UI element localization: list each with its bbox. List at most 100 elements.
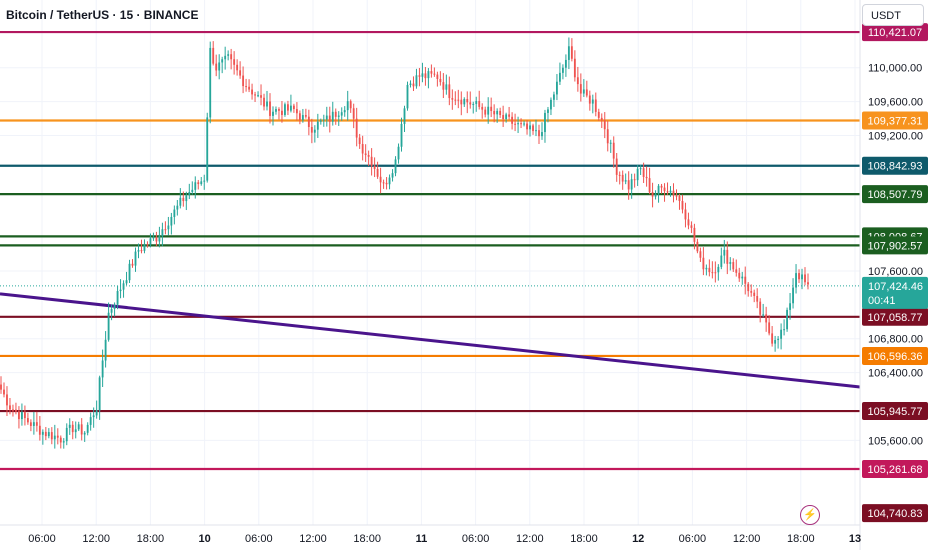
x-tick-label: 12 xyxy=(632,533,644,545)
candle xyxy=(281,100,283,123)
level-price-badge[interactable] xyxy=(862,111,928,130)
scale-price-badge[interactable] xyxy=(862,504,928,523)
candle xyxy=(9,397,11,415)
candle xyxy=(83,431,86,442)
candle xyxy=(143,239,146,254)
candle xyxy=(576,66,579,92)
currency-selector[interactable]: USDT xyxy=(862,4,924,26)
candle xyxy=(295,102,298,121)
lightning-icon[interactable]: ⚡ xyxy=(800,505,820,525)
candle xyxy=(47,428,50,439)
candle xyxy=(113,302,116,317)
candle xyxy=(558,62,561,85)
candle xyxy=(400,117,403,152)
candle xyxy=(269,93,271,124)
candle xyxy=(415,68,418,89)
candle xyxy=(451,89,454,110)
candle xyxy=(738,267,741,282)
candle xyxy=(732,258,735,272)
candle xyxy=(591,94,594,114)
candle xyxy=(783,319,786,336)
candle xyxy=(582,79,585,97)
level-price-badge[interactable] xyxy=(862,23,928,42)
candle xyxy=(251,83,253,100)
symbol-title[interactable]: Bitcoin / TetherUS · 15 · BINANCE xyxy=(6,8,199,22)
candle xyxy=(567,37,570,70)
candle xyxy=(508,106,511,120)
candle xyxy=(406,81,409,111)
candle xyxy=(29,419,32,432)
candle xyxy=(442,73,445,99)
candle xyxy=(224,46,227,70)
candle xyxy=(227,50,230,61)
candle xyxy=(433,67,436,77)
candle xyxy=(3,382,5,398)
candle xyxy=(657,184,660,203)
candle xyxy=(298,110,301,125)
candle xyxy=(221,56,224,74)
level-price-badge[interactable] xyxy=(862,236,928,255)
candle xyxy=(669,186,672,197)
candle xyxy=(275,106,277,115)
x-tick-label: 06:00 xyxy=(28,533,56,545)
candle xyxy=(561,64,564,80)
candle xyxy=(364,144,367,162)
candle xyxy=(418,67,421,87)
candle xyxy=(603,112,606,139)
candle xyxy=(194,176,197,199)
level-price-badge[interactable] xyxy=(862,185,928,204)
scale-price-label: 104,740.83 xyxy=(867,508,922,520)
candle xyxy=(544,109,546,143)
candle xyxy=(678,193,681,210)
level-price-badge[interactable] xyxy=(862,156,928,175)
candle xyxy=(89,412,92,431)
candle xyxy=(289,94,292,113)
candle xyxy=(439,71,442,86)
candle xyxy=(460,91,463,116)
candle xyxy=(651,182,654,208)
candle xyxy=(774,335,777,352)
candle xyxy=(170,212,173,235)
level-price-badge[interactable] xyxy=(862,307,928,326)
candle xyxy=(741,271,744,285)
x-tick-label: 18:00 xyxy=(570,533,598,545)
level-price-badge[interactable] xyxy=(862,459,928,478)
candle xyxy=(798,269,800,284)
candle xyxy=(744,266,747,295)
candle xyxy=(585,80,588,98)
level-price-badge[interactable] xyxy=(862,346,928,365)
candle xyxy=(445,74,448,95)
candle xyxy=(287,100,289,116)
candle xyxy=(654,190,657,200)
x-tick-label: 12:00 xyxy=(299,533,327,545)
candle xyxy=(424,67,427,86)
candle xyxy=(310,118,313,144)
candle xyxy=(564,54,567,77)
candle xyxy=(161,222,164,247)
price-scale[interactable] xyxy=(860,0,932,550)
candle xyxy=(529,121,531,137)
candle xyxy=(690,221,693,234)
candle xyxy=(188,183,191,200)
candle xyxy=(496,108,499,123)
candle xyxy=(122,280,125,298)
candle xyxy=(777,336,780,349)
level-price-badge[interactable] xyxy=(862,402,928,421)
candle xyxy=(660,183,663,194)
candle xyxy=(645,166,648,187)
y-tick-label: 107,600.00 xyxy=(868,266,923,278)
candle xyxy=(675,189,678,201)
candle xyxy=(759,298,762,323)
candle xyxy=(490,97,493,118)
trendline[interactable] xyxy=(0,292,861,389)
candle xyxy=(215,54,218,77)
candle xyxy=(780,323,783,350)
candle xyxy=(454,91,457,106)
candle xyxy=(526,120,528,135)
candle xyxy=(714,261,717,283)
current-price-badge[interactable] xyxy=(862,276,928,309)
candle xyxy=(131,259,134,268)
candle xyxy=(666,182,669,195)
candle xyxy=(493,104,496,123)
